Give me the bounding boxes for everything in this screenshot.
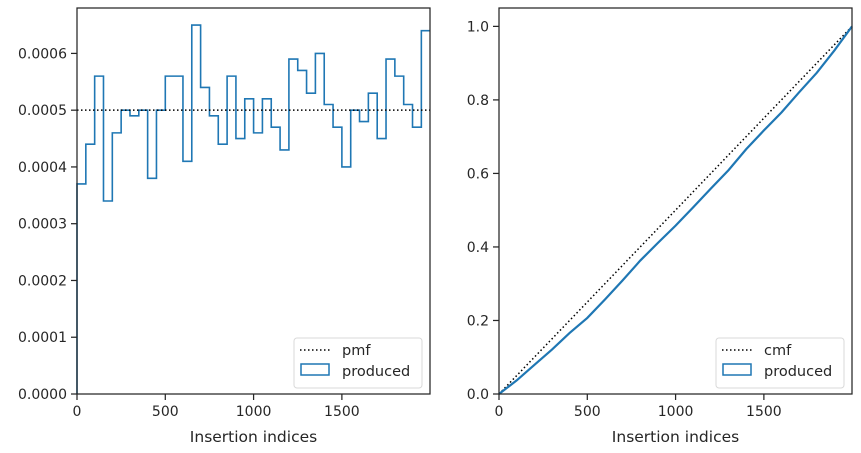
right-x-axis-label: Insertion indices [612,428,739,446]
left-y-tick-label: 0.0003 [18,217,67,233]
right-axes-frame [498,7,853,395]
left-y-tick-label: 0.0002 [18,273,67,289]
right-x-tick-label: 500 [574,404,601,420]
right-x-tick-label: 1500 [746,404,782,420]
left-y-tick-label: 0.0001 [18,330,67,346]
left-x-tick-label: 500 [152,404,179,420]
right-legend-produced-swatch [722,363,752,376]
left-legend-produced-swatch [300,363,330,376]
right-y-tick-label: 0.8 [467,93,489,109]
left-x-tick-label: 1500 [324,404,360,420]
right-y-tick-label: 0.4 [467,240,489,256]
right-ticks: 0 500 1000 1500 0.0 0.2 0.4 0.6 0.8 1.0 [467,19,782,420]
right-x-tick-label: 1000 [658,404,694,420]
right-y-tick-label: 0.6 [467,166,489,182]
right-y-tick-label: 0.2 [467,313,489,329]
left-y-tick-label: 0.0006 [18,46,67,62]
left-y-tick-label: 0.0000 [18,387,67,403]
left-legend: pmf produced [293,337,423,389]
right-y-tick-label: 1.0 [467,19,489,35]
left-y-tick-label: 0.0005 [18,103,67,119]
left-plot-area [76,24,431,394]
left-legend-produced-label: produced [342,364,410,380]
right-y-tick-label: 0.0 [467,387,489,403]
left-axes-frame [76,7,431,395]
right-legend: cmf produced [715,337,845,389]
right-series-produced-line [498,25,853,395]
left-chart: 0 500 1000 1500 0.0000 0.0001 0.0002 0.0003 0.00… [18,7,431,446]
right-legend-cmf-label: cmf [764,343,792,359]
right-series-cmf-line [498,25,853,395]
left-x-tick-label: 0 [73,404,82,420]
left-x-tick-label: 1000 [236,404,272,420]
right-legend-produced-label: produced [764,364,832,380]
left-y-tick-label: 0.0004 [18,160,67,176]
right-plot-area [498,25,853,395]
right-x-tick-label: 0 [495,404,504,420]
left-ticks: 0 500 1000 1500 0.0000 0.0001 0.0002 0.0003 0.00… [18,46,360,420]
left-series-produced-step [76,24,431,394]
left-legend-pmf-label: pmf [342,343,371,359]
left-x-axis-label: Insertion indices [190,428,317,446]
right-chart: 0 500 1000 1500 0.0 0.2 0.4 0.6 0.8 1.0 Insertion… [467,7,853,446]
